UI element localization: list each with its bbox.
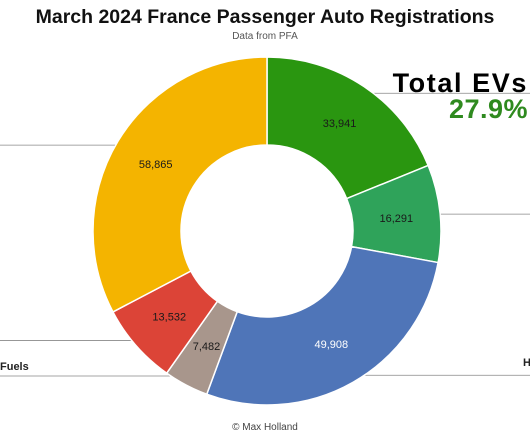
slice-labels: 33,941 16,291 49,908 7,482 13,532 58,865 (139, 118, 413, 353)
slice-value-label: 16,291 (379, 213, 413, 225)
leader-line (0, 375, 190, 379)
chart-subtitle: Data from PFA (232, 31, 298, 42)
donut-slices (92, 56, 442, 406)
donut-slice (92, 56, 268, 313)
slice-value-label: 33,941 (323, 118, 357, 130)
legend-label-partial: H (523, 357, 530, 369)
slice-value-label: 7,482 (193, 341, 221, 353)
slice-value-label: 49,908 (314, 339, 348, 351)
total-evs-title: Total EVs (392, 68, 528, 98)
legend-label-fuels: Fuels (0, 361, 29, 373)
donut-slice (205, 245, 439, 406)
chart-title: March 2024 France Passenger Auto Registr… (35, 6, 495, 28)
slice-value-label: 13,532 (152, 312, 186, 324)
slice-value-label: 58,865 (139, 159, 173, 171)
donut-slice (266, 56, 430, 200)
footer-credit: © Max Holland (232, 422, 298, 433)
total-evs-percent: 27.9% (448, 94, 528, 124)
